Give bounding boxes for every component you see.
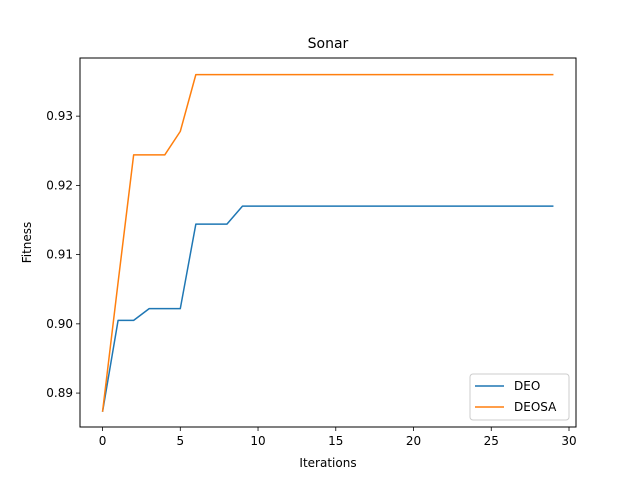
- plot-frame: [79, 57, 577, 428]
- y-tick-label: 0.93: [46, 109, 73, 123]
- x-tick-label: 25: [484, 434, 499, 448]
- x-tick-label: 15: [328, 434, 343, 448]
- y-tick-label: 0.89: [46, 386, 73, 400]
- series-line-deosa: [101, 73, 554, 412]
- series-layer: [101, 73, 554, 412]
- x-tick-label: 10: [250, 434, 265, 448]
- series-line-deo: [101, 205, 554, 412]
- legend-label-deosa: DEOSA: [514, 400, 557, 414]
- y-axis-ticks: 0.89 0.90 0.91 0.92 0.93: [46, 109, 80, 400]
- x-tick-label: 0: [99, 434, 107, 448]
- x-tick-label: 20: [406, 434, 421, 448]
- y-tick-label: 0.91: [46, 248, 73, 262]
- x-tick-label: 5: [176, 434, 184, 448]
- x-tick-label: 30: [561, 434, 576, 448]
- legend: DEO DEOSA: [469, 373, 570, 421]
- y-tick-label: 0.90: [46, 317, 73, 331]
- legend-label-deo: DEO: [514, 379, 540, 393]
- x-axis-label: Iterations: [299, 456, 356, 470]
- chart-title: Sonar: [308, 36, 349, 52]
- y-tick-label: 0.92: [46, 178, 73, 192]
- x-axis-ticks: 0 5 10 15 20 25 30: [99, 427, 577, 448]
- y-axis-label: Fitness: [20, 222, 34, 264]
